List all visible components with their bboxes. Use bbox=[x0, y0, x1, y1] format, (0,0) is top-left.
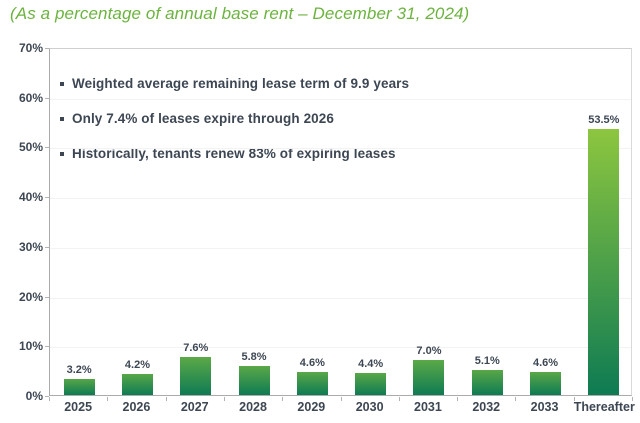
callout-text: Only 7.4% of leases expire through 2026 bbox=[72, 111, 335, 126]
y-axis-tick bbox=[45, 197, 49, 199]
y-axis-tick bbox=[45, 246, 49, 248]
gridline bbox=[50, 297, 631, 299]
x-axis-tick bbox=[340, 397, 342, 401]
x-axis-label-2025: 2025 bbox=[64, 400, 93, 414]
y-axis-tick bbox=[45, 147, 49, 149]
bar-2028 bbox=[238, 366, 270, 395]
gridline bbox=[50, 198, 631, 200]
x-axis-tick bbox=[398, 397, 400, 401]
x-axis-label-2033: 2033 bbox=[530, 400, 559, 414]
y-axis-tick bbox=[45, 396, 49, 397]
y-axis-label: 0% bbox=[25, 389, 43, 403]
bar-2029 bbox=[296, 372, 328, 395]
y-axis-tick bbox=[45, 48, 49, 49]
gridline bbox=[50, 247, 631, 249]
bullet-square-icon bbox=[60, 116, 64, 121]
callout-text: Weighted average remaining lease term of… bbox=[72, 76, 410, 91]
chart-title: (As a percentage of annual base rent – D… bbox=[10, 4, 470, 23]
y-axis-label: 70% bbox=[18, 41, 43, 55]
callout-item: Historically, tenants renew 83% of expir… bbox=[60, 136, 409, 171]
bar-value-label: 3.2% bbox=[66, 364, 92, 377]
y-axis-label: 20% bbox=[18, 289, 43, 304]
x-axis-label-2029: 2029 bbox=[297, 400, 326, 414]
bar-value-label: 5.8% bbox=[241, 351, 267, 364]
bar-2033 bbox=[530, 372, 562, 395]
bar-2026 bbox=[121, 374, 153, 395]
bar-2027 bbox=[180, 357, 212, 395]
bar-value-label: 4.6% bbox=[533, 357, 559, 370]
x-axis-tick bbox=[223, 397, 225, 401]
bar-2030 bbox=[355, 373, 387, 395]
bar-Thereafter bbox=[588, 129, 620, 395]
callout-list: Weighted average remaining lease term of… bbox=[60, 66, 409, 171]
x-axis-label-2027: 2027 bbox=[180, 400, 209, 414]
y-axis-tick bbox=[45, 296, 49, 298]
bar-2025 bbox=[63, 379, 95, 395]
y-axis-tick bbox=[45, 346, 49, 348]
bar-value-label: 7.6% bbox=[183, 342, 209, 355]
callout-text: Historically, tenants renew 83% of expir… bbox=[72, 146, 396, 161]
bar-value-label: 4.2% bbox=[124, 359, 150, 372]
bar-value-label: 53.5% bbox=[588, 114, 620, 127]
y-axis-label: 60% bbox=[18, 90, 43, 105]
y-axis-tick bbox=[45, 97, 49, 99]
plot-area: Weighted average remaining lease term of… bbox=[49, 48, 632, 396]
x-axis-tick bbox=[573, 397, 575, 401]
x-axis-tick bbox=[107, 397, 109, 401]
bar-value-label: 4.4% bbox=[358, 358, 384, 371]
bar-value-label: 7.0% bbox=[416, 345, 442, 358]
x-axis-label-2026: 2026 bbox=[122, 400, 151, 414]
x-axis-tick bbox=[632, 397, 633, 401]
x-axis-label-2028: 2028 bbox=[239, 400, 267, 414]
x-axis-label-2032: 2032 bbox=[472, 400, 501, 414]
x-axis-tick bbox=[282, 397, 284, 401]
x-axis-tick bbox=[457, 397, 459, 401]
gridline bbox=[50, 98, 631, 100]
bar-value-label: 5.1% bbox=[474, 354, 500, 367]
y-axis-label: 40% bbox=[18, 190, 43, 205]
callout-item: Weighted average remaining lease term of… bbox=[60, 66, 409, 101]
x-axis-label-Thereafter: Thereafter bbox=[573, 400, 635, 414]
y-axis-label: 10% bbox=[18, 339, 43, 354]
y-axis-label: 50% bbox=[18, 140, 43, 155]
x-axis-label-2030: 2030 bbox=[355, 400, 384, 414]
bar-value-label: 4.6% bbox=[299, 357, 325, 370]
x-axis-tick bbox=[515, 397, 517, 401]
y-axis-label: 30% bbox=[18, 239, 43, 254]
gridline bbox=[50, 148, 631, 150]
x-axis-tick bbox=[49, 397, 50, 401]
x-axis-label-2031: 2031 bbox=[414, 400, 442, 414]
callout-item: Only 7.4% of leases expire through 2026 bbox=[60, 101, 409, 136]
bar-2032 bbox=[471, 369, 503, 395]
gridline bbox=[50, 347, 631, 349]
bullet-square-icon bbox=[60, 151, 64, 156]
bar-2031 bbox=[413, 360, 445, 395]
x-axis-tick bbox=[165, 397, 167, 401]
bullet-square-icon bbox=[60, 81, 64, 86]
